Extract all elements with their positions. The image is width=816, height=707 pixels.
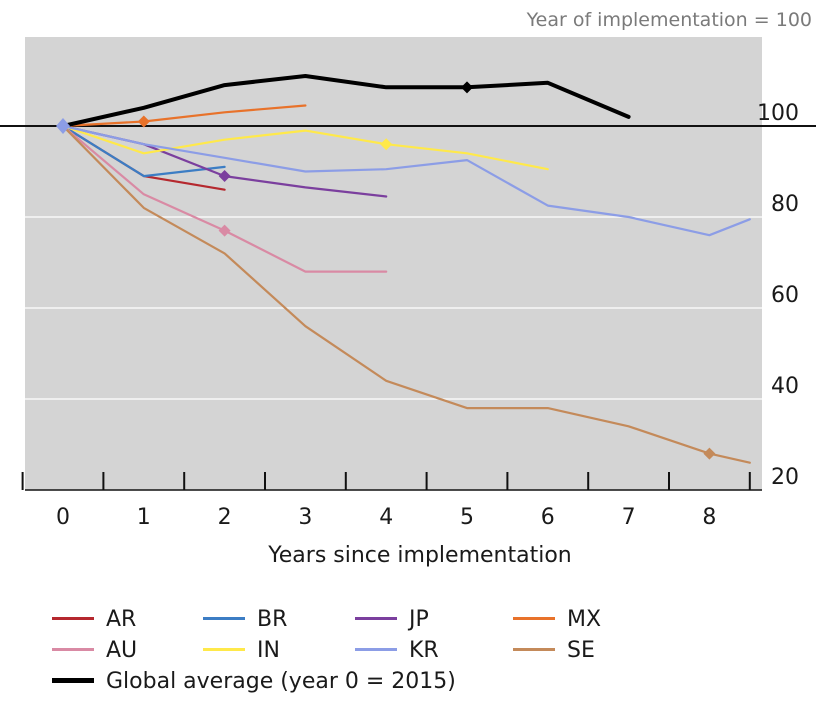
legend-label: AU — [106, 638, 138, 663]
series-layer — [56, 74, 751, 464]
x-tick-label-1: 1 — [137, 505, 151, 530]
legend-label: BR — [257, 607, 288, 632]
x-tick-label-3: 3 — [298, 505, 312, 530]
legend-item-1: BR — [203, 606, 287, 634]
y-tick-label-100: 100 — [757, 101, 799, 126]
legend-label: AR — [106, 607, 137, 632]
legend-swatch — [513, 647, 555, 651]
legend-item-8: Global average (year 0 = 2015) — [52, 668, 456, 696]
legend-item-7: SE — [513, 637, 595, 665]
series-marker-2-2 — [218, 170, 231, 183]
legend-swatch — [355, 616, 397, 620]
legend-swatch — [52, 616, 94, 620]
x-tick-label-0: 0 — [56, 505, 70, 530]
legend-swatch — [513, 616, 555, 620]
legend-item-6: KR — [355, 637, 439, 665]
chart-note: Year of implementation = 100 — [526, 9, 812, 31]
series-line-8 — [61, 74, 631, 128]
x-tick-label-5: 5 — [460, 505, 474, 530]
series-line-3 — [61, 104, 307, 128]
x-tick-label-8: 8 — [702, 505, 716, 530]
legend-swatch — [203, 616, 245, 620]
x-axis-title: Years since implementation — [268, 543, 572, 568]
legend-item-2: JP — [355, 606, 429, 634]
series-line-7 — [61, 124, 751, 464]
y-axis: 20 40 60 80 100 — [757, 101, 799, 490]
x-tick-label-7: 7 — [622, 505, 636, 530]
legend-label: IN — [257, 638, 280, 663]
legend-item-5: IN — [203, 637, 280, 665]
series-marker-5-4 — [380, 138, 393, 151]
legend-item-4: AU — [52, 637, 137, 665]
legend-swatch — [52, 647, 94, 651]
x-axis: 0 1 2 3 4 5 6 7 8 — [21, 472, 762, 530]
origin-marker — [56, 118, 70, 134]
legend-swatch — [355, 647, 397, 651]
legend-label: SE — [567, 638, 595, 663]
legend-item-0: AR — [52, 606, 136, 634]
series-line-5 — [61, 124, 549, 171]
series-marker-7-8 — [703, 447, 716, 460]
x-tick-label-2: 2 — [218, 505, 232, 530]
legend-item-3: MX — [513, 606, 601, 634]
legend-swatch — [203, 647, 245, 651]
plot-background — [25, 37, 762, 490]
series-marker-8-5 — [461, 81, 473, 94]
y-tick-label-20: 20 — [771, 465, 799, 490]
y-tick-label-80: 80 — [771, 192, 799, 217]
series-marker-3-1 — [137, 115, 150, 128]
series-line-1 — [61, 124, 226, 178]
legend-label: KR — [409, 638, 439, 663]
legend-label: MX — [567, 607, 602, 632]
y-tick-label-40: 40 — [771, 374, 799, 399]
x-tick-label-6: 6 — [541, 505, 555, 530]
legend-label: Global average (year 0 = 2015) — [106, 669, 456, 694]
series-line-6 — [61, 124, 751, 237]
series-marker-4-2 — [218, 224, 231, 237]
y-tick-label-60: 60 — [771, 283, 799, 308]
x-tick-label-4: 4 — [379, 505, 393, 530]
legend-swatch — [52, 677, 94, 683]
legend-label: JP — [409, 607, 429, 632]
